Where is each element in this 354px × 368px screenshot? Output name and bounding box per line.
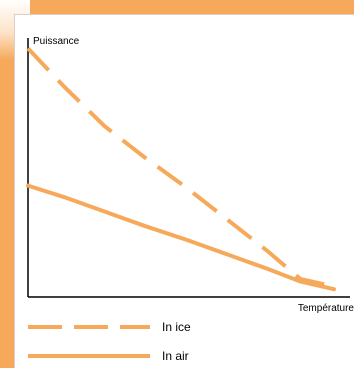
legend-label-in-ice: In ice bbox=[162, 320, 191, 334]
x-axis-label: Température bbox=[298, 303, 354, 314]
y-axis-label: Puissance bbox=[33, 36, 80, 47]
legend-label-in-air: In air bbox=[162, 349, 189, 363]
legend: In ice In air bbox=[28, 320, 191, 363]
chart-panel bbox=[14, 14, 354, 368]
series-line-in-ice bbox=[26, 47, 335, 289]
series-line-in-air bbox=[26, 183, 336, 292]
